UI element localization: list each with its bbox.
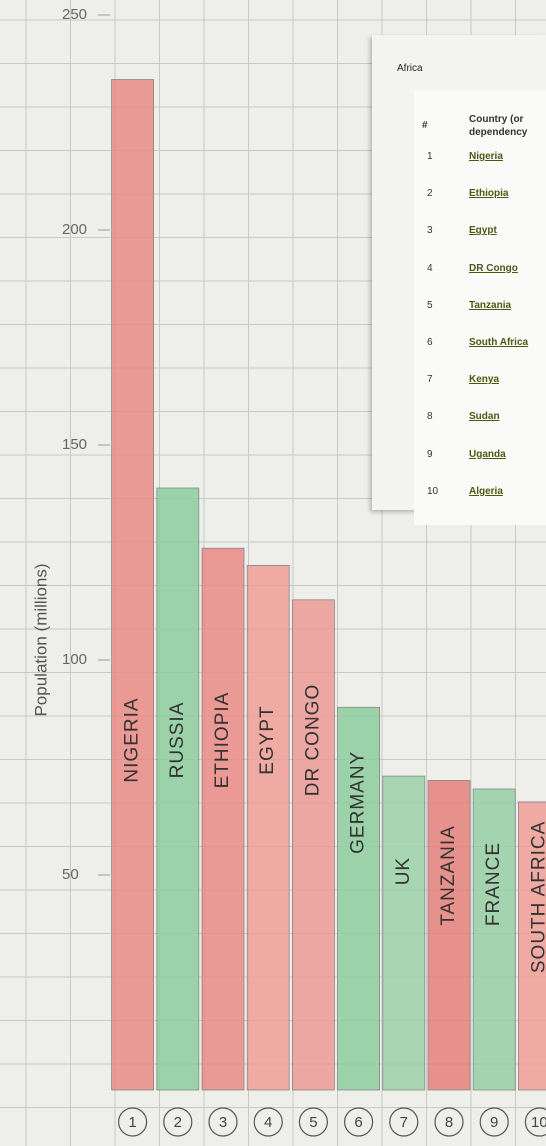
table-cell: South Africa xyxy=(469,337,528,348)
bar xyxy=(112,80,154,1091)
x-tick-label: 9 xyxy=(490,1114,498,1131)
y-tick-label: 50 xyxy=(62,866,79,883)
y-tick-label: 100 xyxy=(62,651,87,668)
bar-label: SOUTH AFRICA xyxy=(528,821,546,973)
table-cell: Kenya xyxy=(469,374,499,385)
table-cell: # xyxy=(422,120,428,131)
bar xyxy=(157,488,199,1090)
table-cell: DR Congo xyxy=(469,263,518,274)
bar-label: UK xyxy=(393,857,414,885)
x-tick-label: 4 xyxy=(264,1114,272,1131)
bar-label: TANZANIA xyxy=(438,825,459,926)
bar-label: ETHIOPIA xyxy=(212,692,233,789)
bar xyxy=(292,600,334,1090)
bar-label: RUSSIA xyxy=(167,702,188,779)
y-tick-label: 200 xyxy=(62,221,87,238)
table-cell: Ethiopia xyxy=(469,188,508,199)
table-title: Africa xyxy=(397,63,423,74)
bar-label: EGYPT xyxy=(257,705,278,774)
bar xyxy=(202,548,244,1090)
table-cell: 8 xyxy=(427,411,433,422)
table-cell: 6 xyxy=(427,337,433,348)
bar xyxy=(383,776,425,1090)
x-tick-label: 8 xyxy=(445,1114,453,1131)
bar xyxy=(473,789,515,1090)
table-cell: Egypt xyxy=(469,225,497,236)
table-cell: Nigeria xyxy=(469,151,503,162)
table-cell: Country (or dependency xyxy=(469,113,546,139)
table-cell: 9 xyxy=(427,449,433,460)
table-cell: 3 xyxy=(427,225,433,236)
table-cell: Uganda xyxy=(469,449,506,460)
x-tick-label: 10 xyxy=(531,1114,546,1131)
x-tick-label: 5 xyxy=(309,1114,317,1131)
table-cell: 4 xyxy=(427,263,433,274)
bar-label: GERMANY xyxy=(348,751,369,854)
x-tick-label: 1 xyxy=(128,1114,136,1131)
y-tick-label: 150 xyxy=(62,436,87,453)
table-cell: Sudan xyxy=(469,411,500,422)
table-cell: 1 xyxy=(427,151,433,162)
table-cell: 2 xyxy=(427,188,433,199)
bar-label: NIGERIA xyxy=(122,697,143,782)
bar-label: DR CONGO xyxy=(302,684,323,797)
x-tick-label: 6 xyxy=(354,1114,362,1131)
table-cell: Tanzania xyxy=(469,300,511,311)
table-cell: 7 xyxy=(427,374,433,385)
x-tick-label: 7 xyxy=(400,1114,408,1131)
bar xyxy=(247,565,289,1090)
table-cell: Algeria xyxy=(469,486,503,497)
x-tick-label: 3 xyxy=(219,1114,227,1131)
y-tick-label: 250 xyxy=(62,6,87,23)
x-tick-label: 2 xyxy=(174,1114,182,1131)
table-photo: Africa # Country (or dependency 1 Nigeria 2 E… xyxy=(372,35,546,510)
table-cell: 10 xyxy=(427,486,438,497)
y-axis-label: Population (millions) xyxy=(31,563,50,716)
table-cell: 5 xyxy=(427,300,433,311)
photo: 50 100 150 200 250 1 NIGERIA 2 RUSSIA 3 ETHIOPIA 4 E… xyxy=(0,0,546,1146)
bar-label: FRANCE xyxy=(483,842,504,926)
